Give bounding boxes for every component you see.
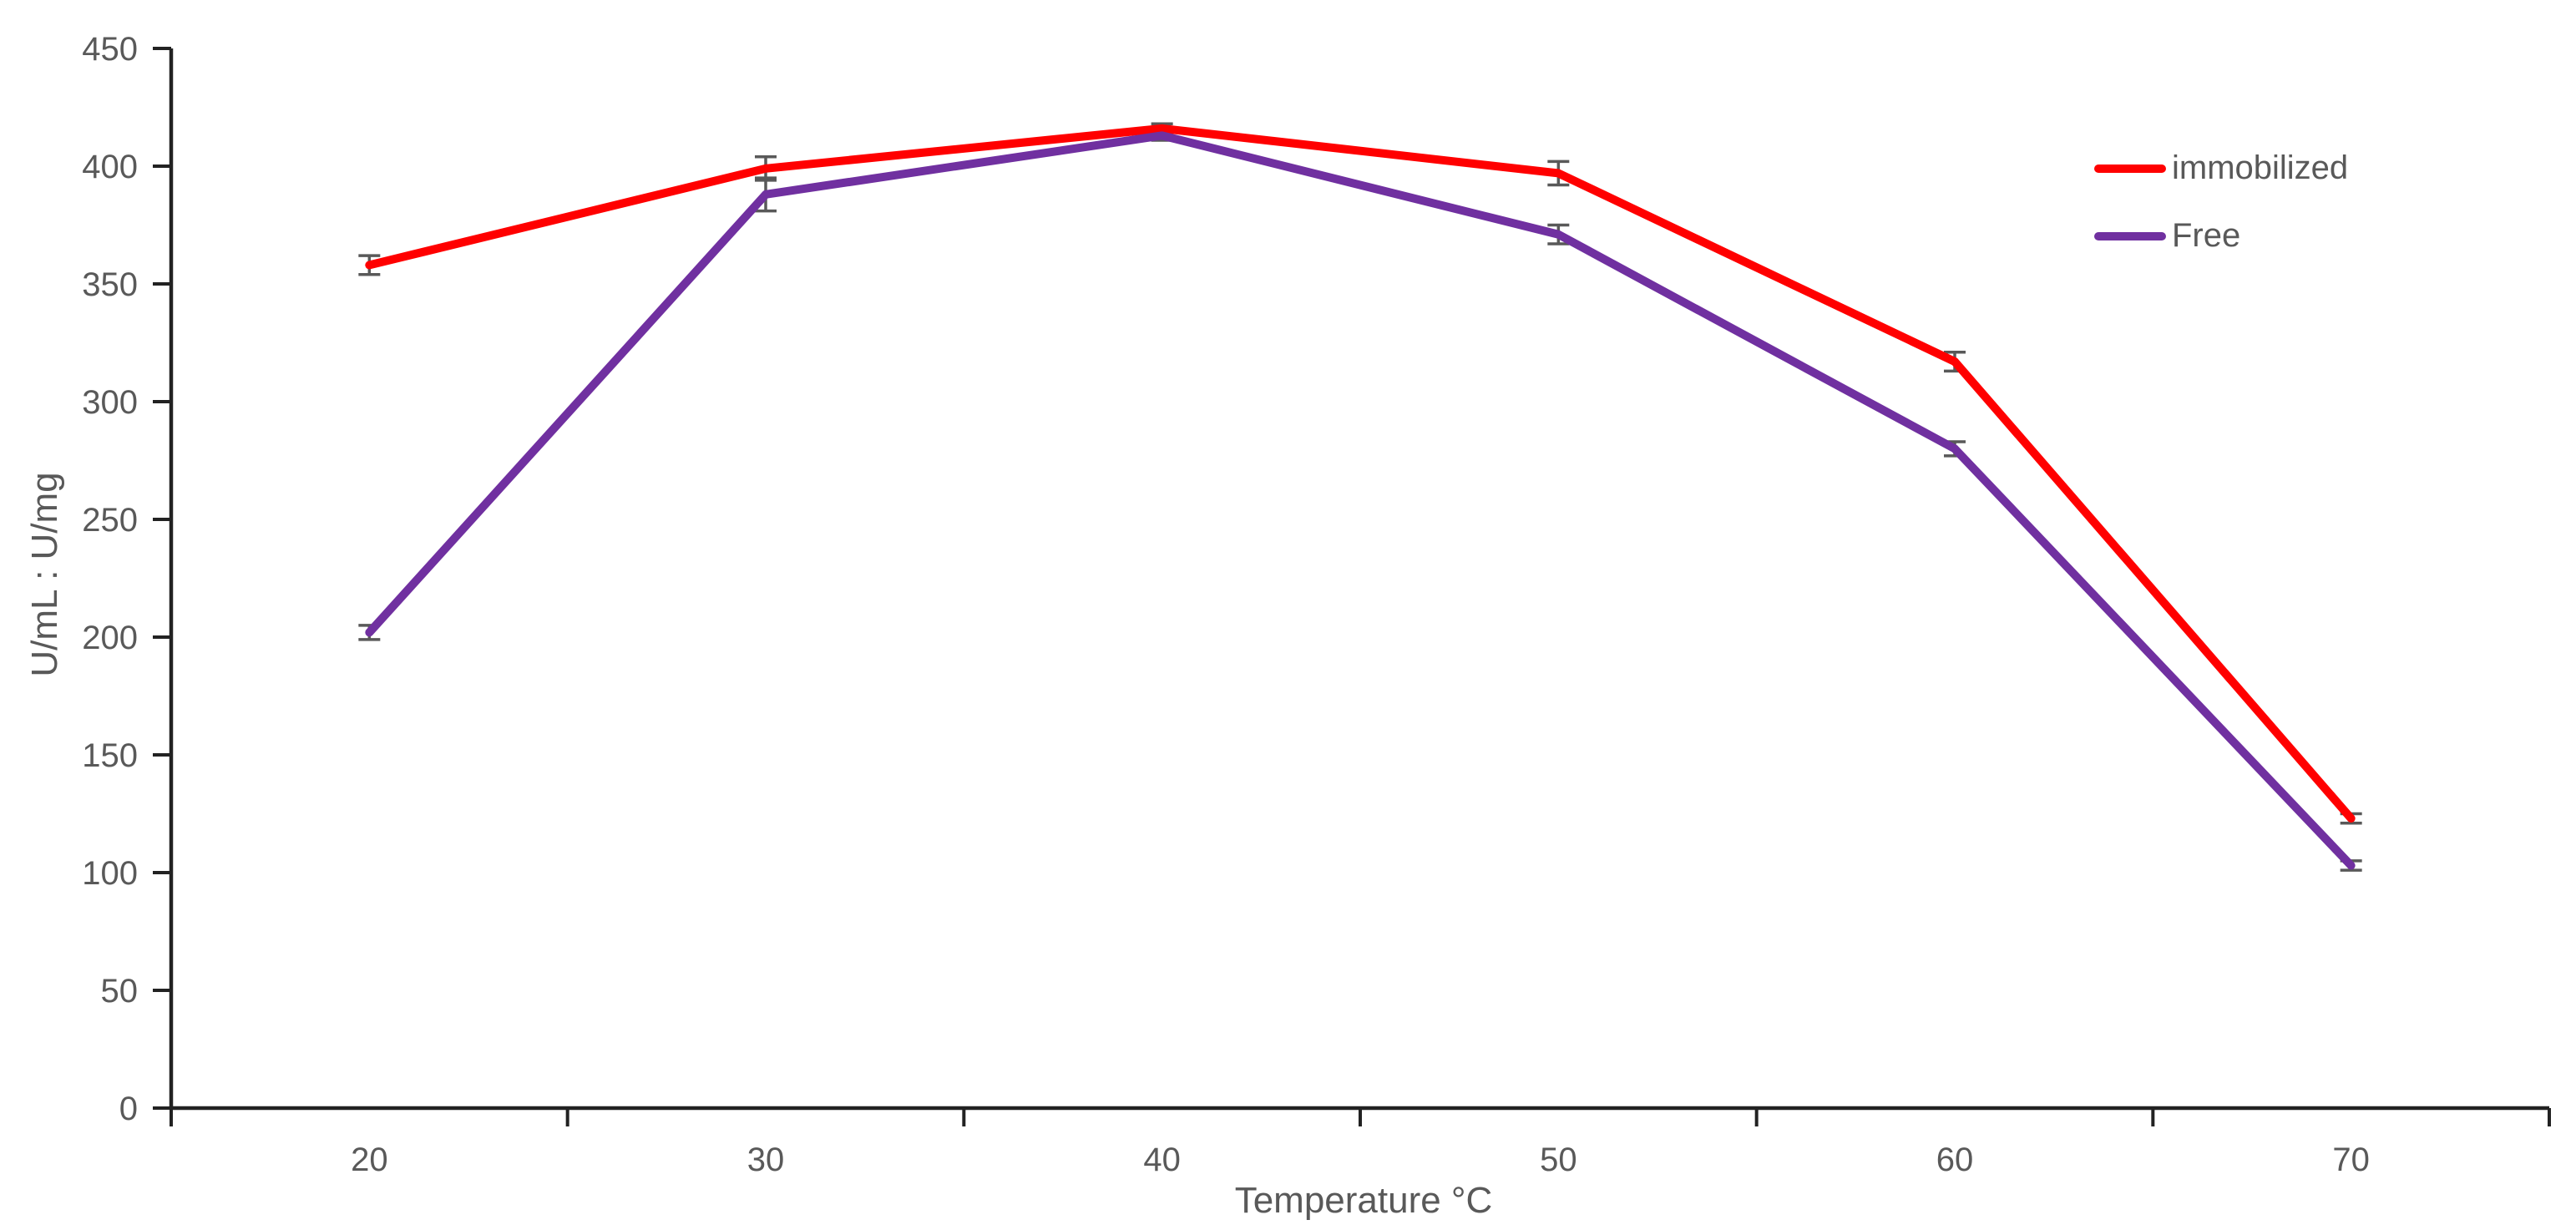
- y-tick-label: 0: [119, 1091, 138, 1127]
- y-tick-label: 150: [82, 737, 138, 774]
- x-tick-label: 50: [1540, 1141, 1577, 1178]
- x-axis-title: Temperature °C: [1234, 1180, 1493, 1221]
- legend-swatch-immobilized: [2094, 164, 2166, 173]
- y-tick-label: 50: [101, 973, 139, 1010]
- series-line-immobilized: [365, 124, 2356, 823]
- legend: immobilized Free: [2094, 134, 2348, 270]
- y-axis-title: U/mL : U/mg: [24, 472, 65, 677]
- y-tick-label: 250: [82, 502, 138, 539]
- x-tick-label: 30: [747, 1141, 785, 1178]
- x-tick-label: 40: [1143, 1141, 1181, 1178]
- series-line-free: [365, 131, 2356, 870]
- y-tick-label: 400: [82, 149, 138, 185]
- y-tick-label: 100: [82, 855, 138, 892]
- legend-item-free: Free: [2094, 202, 2348, 270]
- y-tick-label: 450: [82, 31, 138, 68]
- legend-swatch-free: [2094, 231, 2166, 240]
- x-tick-label: 20: [351, 1141, 388, 1178]
- x-tick-label: 60: [1936, 1141, 1974, 1178]
- y-tick-label: 350: [82, 266, 138, 303]
- legend-item-immobilized: immobilized: [2094, 134, 2348, 202]
- x-tick-label: 70: [2332, 1141, 2370, 1178]
- y-tick-label: 300: [82, 384, 138, 421]
- legend-label: Free: [2172, 217, 2241, 254]
- legend-label: immobilized: [2172, 149, 2349, 186]
- y-tick-label: 200: [82, 620, 138, 656]
